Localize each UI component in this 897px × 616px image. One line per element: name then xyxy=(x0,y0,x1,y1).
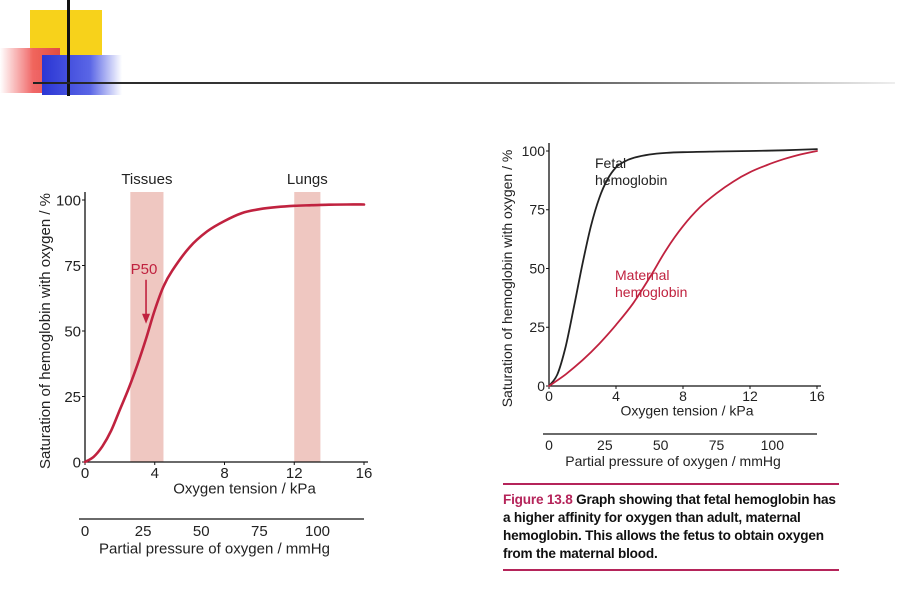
band-1 xyxy=(294,192,321,462)
series-label-0-1: hemoglobin xyxy=(595,172,667,188)
x2-tick-label-1: 25 xyxy=(597,437,613,453)
x2-tick-label-2: 50 xyxy=(653,437,669,453)
x-tick-label-3: 12 xyxy=(742,388,758,404)
series-line-1 xyxy=(548,150,818,387)
band-label-1: Lungs xyxy=(287,171,328,188)
x2-axis-label: Partial pressure of oxygen / mmHg xyxy=(99,541,330,558)
y-axis-label: Saturation of hemoglobin with oxygen / % xyxy=(499,150,515,408)
x2-tick-label-2: 50 xyxy=(193,523,210,540)
annotation-label: P50 xyxy=(131,261,158,278)
caption-text: Figure 13.8 Graph showing that fetal hem… xyxy=(503,485,839,569)
x2-tick-label-0: 0 xyxy=(545,437,553,453)
blue-square xyxy=(42,55,122,95)
series-label-1-0: Maternal xyxy=(615,267,669,283)
x-tick-label-4: 16 xyxy=(809,388,825,404)
x-tick-label-2: 8 xyxy=(220,465,228,482)
series-line-0 xyxy=(548,148,818,387)
caption-top-rule xyxy=(503,483,839,485)
x-tick-label-3: 12 xyxy=(286,465,303,482)
x-tick-label-1: 4 xyxy=(612,388,620,404)
x-tick-label-2: 8 xyxy=(679,388,687,404)
series-line-0 xyxy=(83,203,366,464)
x-axis-label: Oxygen tension / kPa xyxy=(173,481,316,498)
y-tick-label-0: 0 xyxy=(537,378,545,394)
y-tick-label-1: 25 xyxy=(64,389,81,406)
annotation-arrowhead xyxy=(142,313,151,324)
y-tick-label-0: 0 xyxy=(73,454,81,471)
y-tick-label-2: 50 xyxy=(529,260,545,276)
y-tick-label-4: 100 xyxy=(56,192,81,209)
y-tick-label-3: 75 xyxy=(529,202,545,218)
x-tick-label-4: 16 xyxy=(356,465,373,482)
caption-body: Graph showing that fetal hemoglobin has … xyxy=(503,492,836,561)
x-tick-label-1: 4 xyxy=(151,465,159,482)
x-tick-label-0: 0 xyxy=(545,388,553,404)
x2-tick-label-1: 25 xyxy=(135,523,152,540)
band-label-0: Tissues xyxy=(121,171,172,188)
oxygen-dissociation-chart: Tissues Lungs 0 25 50 75 100 0 4 8 12 16 Oxygen tens… xyxy=(37,171,373,558)
figure-caption: Figure 13.8 Graph showing that fetal hem… xyxy=(503,483,839,571)
x2-tick-label-4: 100 xyxy=(305,523,330,540)
vertical-rule xyxy=(67,0,70,96)
y-tick-label-4: 100 xyxy=(522,143,546,159)
x2-axis-label: Partial pressure of oxygen / mmHg xyxy=(565,453,781,469)
x2-tick-label-4: 100 xyxy=(761,437,785,453)
series-label-1-1: hemoglobin xyxy=(615,284,687,300)
horizontal-rule xyxy=(33,82,895,84)
band-0 xyxy=(130,192,164,462)
y-tick-label-1: 25 xyxy=(529,319,545,335)
caption-bottom-rule xyxy=(503,569,839,571)
x2-tick-label-3: 75 xyxy=(709,437,725,453)
caption-figure-label: Figure 13.8 xyxy=(503,492,573,507)
y-tick-label-3: 75 xyxy=(64,258,81,275)
fetal-maternal-chart: 0 25 50 75 100 0 4 8 12 16 Oxygen tension / kPa 0 25… xyxy=(499,143,825,469)
series-label-0-0: Fetal xyxy=(595,155,626,171)
x-axis-label: Oxygen tension / kPa xyxy=(620,402,753,418)
x2-tick-label-3: 75 xyxy=(251,523,268,540)
x-tick-label-0: 0 xyxy=(81,465,89,482)
slide-header xyxy=(0,0,897,100)
x2-tick-label-0: 0 xyxy=(81,523,89,540)
y-tick-label-2: 50 xyxy=(64,323,81,340)
y-axis-label: Saturation of hemoglobin with oxygen / % xyxy=(37,193,54,469)
